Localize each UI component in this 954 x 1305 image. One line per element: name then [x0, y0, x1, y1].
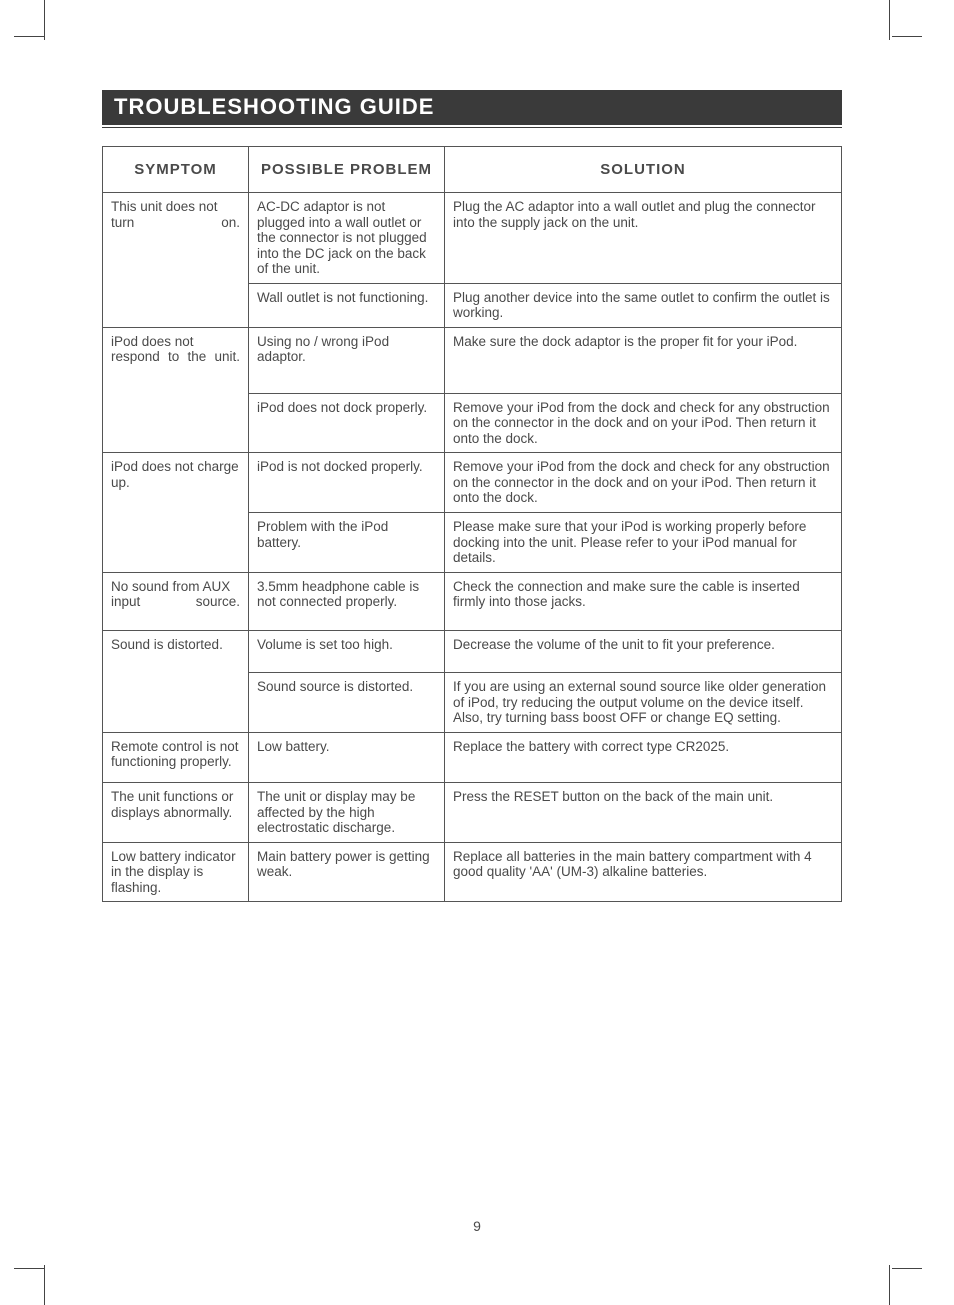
crop-mark-bottom-right — [889, 1265, 914, 1305]
cell-problem: Wall outlet is not functioning. — [249, 283, 445, 327]
cell-problem: Volume is set too high. — [249, 630, 445, 673]
cell-symptom: Low battery indicator in the display is … — [103, 842, 249, 902]
table-row: iPod does not respond to the unit.Using … — [103, 327, 842, 393]
page-content: TROUBLESHOOTING GUIDE SYMPTOM POSSIBLE P… — [102, 90, 842, 902]
cell-problem: Main battery power is getting weak. — [249, 842, 445, 902]
cell-solution: Remove your iPod from the dock and check… — [445, 393, 842, 453]
crop-mark-top-left — [20, 0, 45, 40]
page-number: 9 — [0, 1218, 954, 1234]
table-body: This unit does not turn on.AC-DC adaptor… — [103, 193, 842, 902]
cell-symptom: Remote control is not functioning proper… — [103, 732, 249, 783]
cell-problem: AC-DC adaptor is not plugged into a wall… — [249, 193, 445, 284]
page-title: TROUBLESHOOTING GUIDE — [102, 90, 842, 125]
table-row: Remote control is not functioning proper… — [103, 732, 842, 783]
cell-problem: Using no / wrong iPod adaptor. — [249, 327, 445, 393]
table-row: The unit functions or displays abnormall… — [103, 783, 842, 843]
header-solution: SOLUTION — [445, 147, 842, 193]
cell-solution: Check the connection and make sure the c… — [445, 572, 842, 630]
header-problem: POSSIBLE PROBLEM — [249, 147, 445, 193]
cell-problem: The unit or display may be affected by t… — [249, 783, 445, 843]
cell-problem: Low battery. — [249, 732, 445, 783]
cell-symptom: Sound is distorted. — [103, 630, 249, 732]
cell-symptom: iPod does not respond to the unit. — [103, 327, 249, 453]
cell-symptom: This unit does not turn on. — [103, 193, 249, 328]
crop-mark-top-right — [889, 0, 914, 40]
header-symptom: SYMPTOM — [103, 147, 249, 193]
cell-solution: Plug another device into the same outlet… — [445, 283, 842, 327]
cell-solution: Plug the AC adaptor into a wall outlet a… — [445, 193, 842, 284]
table-row: Sound is distorted.Volume is set too hig… — [103, 630, 842, 673]
cell-problem: 3.5mm headphone cable is not connected p… — [249, 572, 445, 630]
table-row: No sound from AUX input source.3.5mm hea… — [103, 572, 842, 630]
crop-mark-bottom-left — [20, 1265, 45, 1305]
cell-symptom: No sound from AUX input source. — [103, 572, 249, 630]
cell-problem: Sound source is distorted. — [249, 673, 445, 733]
cell-solution: Press the RESET button on the back of th… — [445, 783, 842, 843]
cell-problem: iPod is not docked properly. — [249, 453, 445, 513]
title-underline — [102, 127, 842, 128]
cell-solution: Replace all batteries in the main batter… — [445, 842, 842, 902]
cell-solution: Remove your iPod from the dock and check… — [445, 453, 842, 513]
cell-solution: If you are using an external sound sourc… — [445, 673, 842, 733]
table-header-row: SYMPTOM POSSIBLE PROBLEM SOLUTION — [103, 147, 842, 193]
troubleshooting-table: SYMPTOM POSSIBLE PROBLEM SOLUTION This u… — [102, 146, 842, 902]
cell-solution: Decrease the volume of the unit to fit y… — [445, 630, 842, 673]
cell-symptom: iPod does not charge up. — [103, 453, 249, 572]
table-row: This unit does not turn on.AC-DC adaptor… — [103, 193, 842, 284]
cell-solution: Replace the battery with correct type CR… — [445, 732, 842, 783]
cell-solution: Please make sure that your iPod is worki… — [445, 512, 842, 572]
table-row: Low battery indicator in the display is … — [103, 842, 842, 902]
cell-problem: iPod does not dock properly. — [249, 393, 445, 453]
cell-symptom: The unit functions or displays abnormall… — [103, 783, 249, 843]
cell-problem: Problem with the iPod battery. — [249, 512, 445, 572]
cell-solution: Make sure the dock adaptor is the proper… — [445, 327, 842, 393]
table-row: iPod does not charge up.iPod is not dock… — [103, 453, 842, 513]
